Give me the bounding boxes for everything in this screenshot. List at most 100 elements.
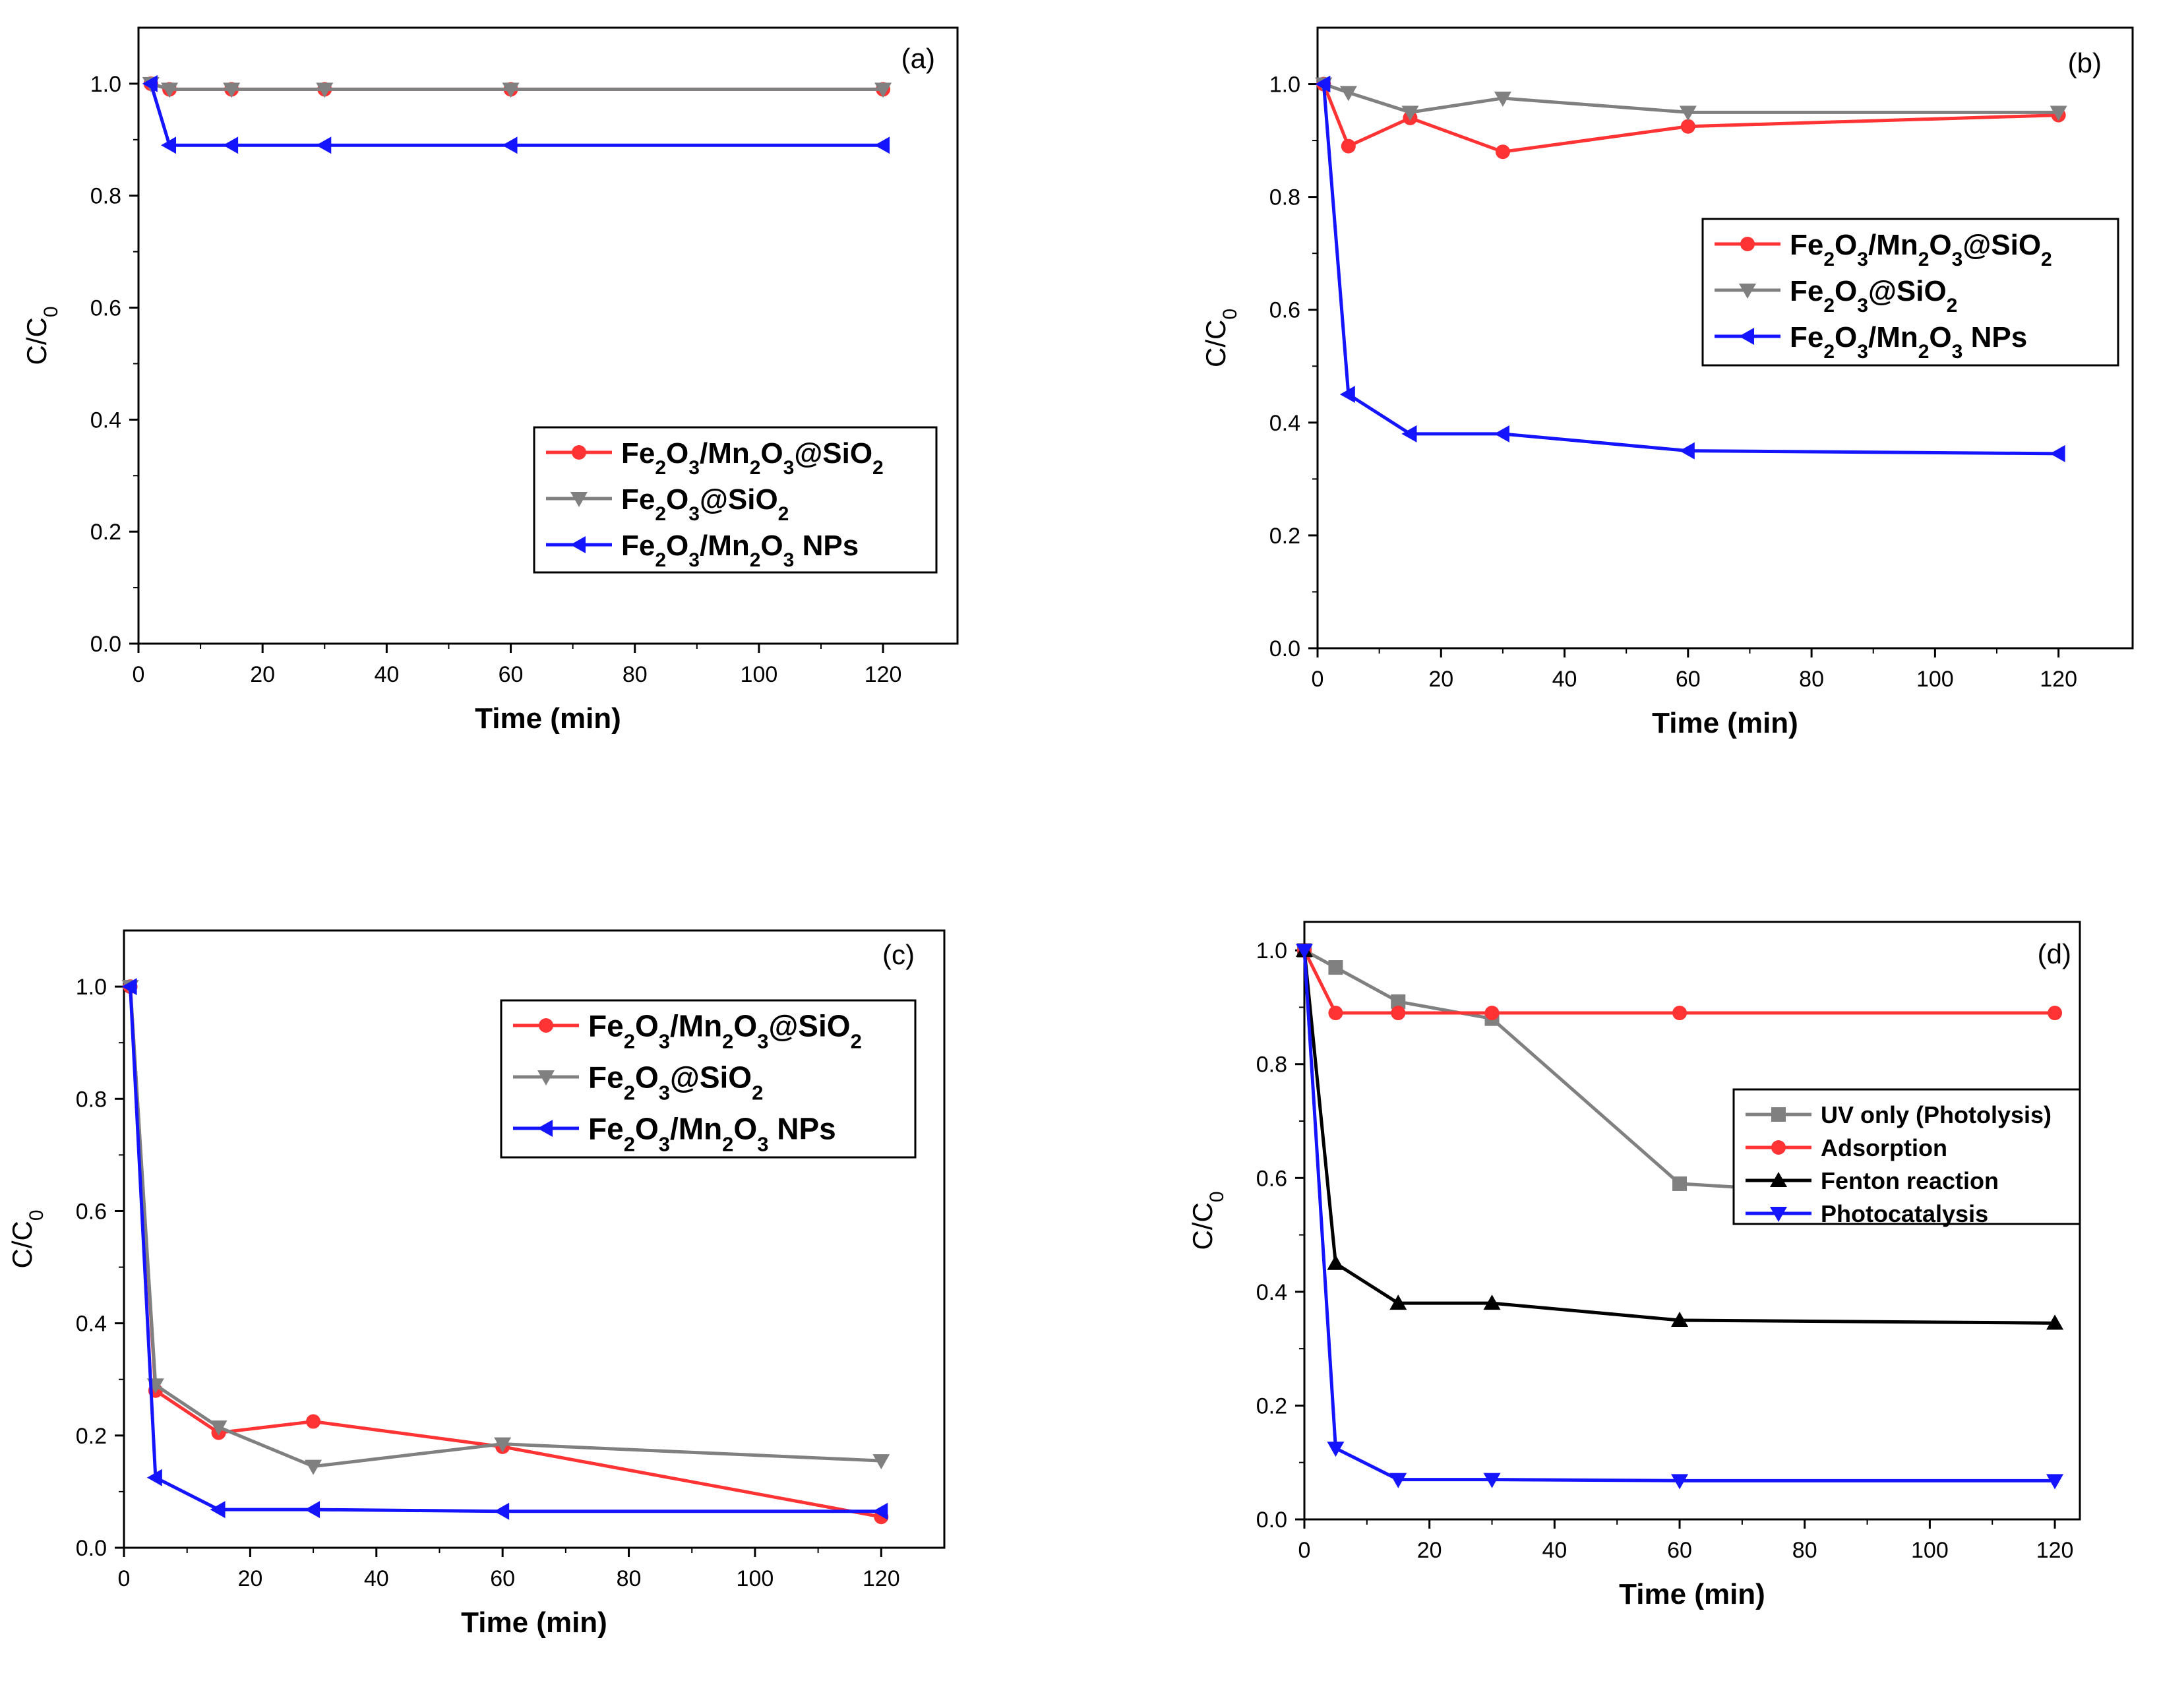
y-tick-label: 0.2 [1269,524,1300,549]
x-axis-label: Time (min) [1619,1578,1765,1610]
y-tick-label: 0.8 [90,184,121,209]
x-tick-label: 60 [1667,1538,1692,1563]
y-tick-label: 0.6 [90,296,121,321]
data-point [305,1459,322,1475]
x-tick-label: 80 [623,662,648,687]
y-tick-label: 0.4 [1269,411,1300,436]
series-line [1302,950,2055,1482]
data-point [161,137,177,154]
y-tick-label: 0.6 [1256,1166,1287,1191]
x-tick-label: 80 [1792,1538,1817,1563]
x-tick-label: 0 [1298,1538,1311,1563]
y-tick-label: 0.4 [90,408,121,433]
data-point [210,1420,228,1436]
x-tick-label: 100 [1916,667,1954,692]
data-point [223,137,239,154]
data-point [1296,944,1313,960]
y-tick-label: 0.8 [1269,185,1300,210]
y-tick-label: 0.8 [76,1087,107,1112]
data-point [1483,1473,1501,1488]
y-tick-label: 1.0 [76,975,107,1000]
legend-marker [1771,1107,1786,1122]
data-point [1484,1006,1500,1021]
data-point [2046,1474,2064,1490]
x-tick-label: 0 [118,1566,131,1591]
legend-marker [537,1120,553,1137]
y-tick-label: 1.0 [1269,73,1300,98]
data-point [494,1502,510,1520]
series-0 [1316,76,2066,160]
data-point [1341,138,1356,154]
legend-entry-label: Photocatalysis [1821,1200,1988,1227]
x-axis-label: Time (min) [475,702,621,735]
data-point [1483,1295,1501,1310]
series-3 [1296,944,2064,1490]
data-point [142,75,158,92]
data-point [1494,425,1509,442]
series-2 [1315,75,2065,462]
legend-entry-label: Fe2O3/Mn2O3@SiO2 [1790,229,2052,270]
data-point [1401,425,1417,442]
data-point [1679,106,1697,121]
data-point [223,82,241,98]
legend-entry-label: Fe2O3/Mn2O3@SiO2 [621,437,884,479]
legend-marker [1770,1207,1787,1222]
panel-label: (c) [882,939,915,970]
y-tick-label: 0.8 [1256,1052,1287,1078]
y-axis-label: C/C0 [21,306,62,365]
legend-entry-label: Fe2O3/Mn2O3 NPs [588,1112,836,1156]
data-point [2046,1314,2064,1330]
x-tick-label: 100 [741,662,778,687]
data-point [1494,91,1511,107]
chart-panel-c: 0 20 40 60 80 100 120 0.0 0.2 0.4 0.6 0.8 1.0 Time (m… [7,929,946,1639]
y-tick-label: 0.4 [1256,1280,1287,1305]
legend-marker [539,1018,553,1033]
y-tick-label: 0.2 [76,1424,107,1449]
y-tick-label: 0.0 [1269,636,1300,661]
data-point [1328,1006,1343,1021]
series-line [1302,950,2055,1325]
data-point [1327,1442,1345,1457]
legend-entry-label: Fe2O3/Mn2O3@SiO2 [588,1009,862,1053]
panel-label: (d) [2038,938,2071,969]
legend: UV only (Photolysis) Adsorption Fenton rea… [1732,1088,2081,1227]
x-tick-label: 60 [1676,667,1701,692]
series-1 [1315,77,2067,121]
legend-entry-label: Fe2O3@SiO2 [1790,275,1957,317]
series-1 [1297,943,2063,1021]
y-tick-label: 0.0 [90,632,121,657]
panel-label: (b) [2068,47,2102,78]
data-point [494,1437,512,1453]
legend-entry-label: Adsorption [1821,1134,1947,1161]
legend-marker [537,1070,555,1085]
data-point [1680,119,1695,134]
y-tick-label: 1.0 [90,72,121,97]
data-point [872,1454,890,1470]
chart-panel-b: 0 20 40 60 80 100 120 0.0 0.2 0.4 0.6 0.8 1.0 Time (m… [1200,26,2134,739]
x-tick-label: 0 [133,662,145,687]
x-tick-label: 20 [250,662,275,687]
legend-marker [570,536,586,553]
legend-marker [1771,1140,1786,1155]
data-point [1672,1176,1688,1191]
data-point [1391,994,1406,1009]
x-axis-label: Time (min) [1652,707,1798,739]
legend-entry-label: Fe2O3/Mn2O3 NPs [621,530,859,571]
plot-frame [137,26,959,645]
data-point [502,82,520,98]
legend-entry-label: Fe2O3@SiO2 [621,483,789,525]
legend-entry-label: Fenton reaction [1821,1167,1999,1194]
x-tick-label: 0 [1312,667,1324,692]
data-point [1327,1254,1345,1270]
data-point [210,1501,226,1519]
series-line [1302,950,2055,1015]
series-line [129,986,882,1469]
y-axis-label: C/C0 [7,1209,47,1268]
plot-frame [123,929,946,1549]
x-tick-label: 20 [1417,1538,1442,1563]
data-point [161,82,179,98]
data-point [872,1502,888,1520]
data-point [2048,1006,2063,1021]
